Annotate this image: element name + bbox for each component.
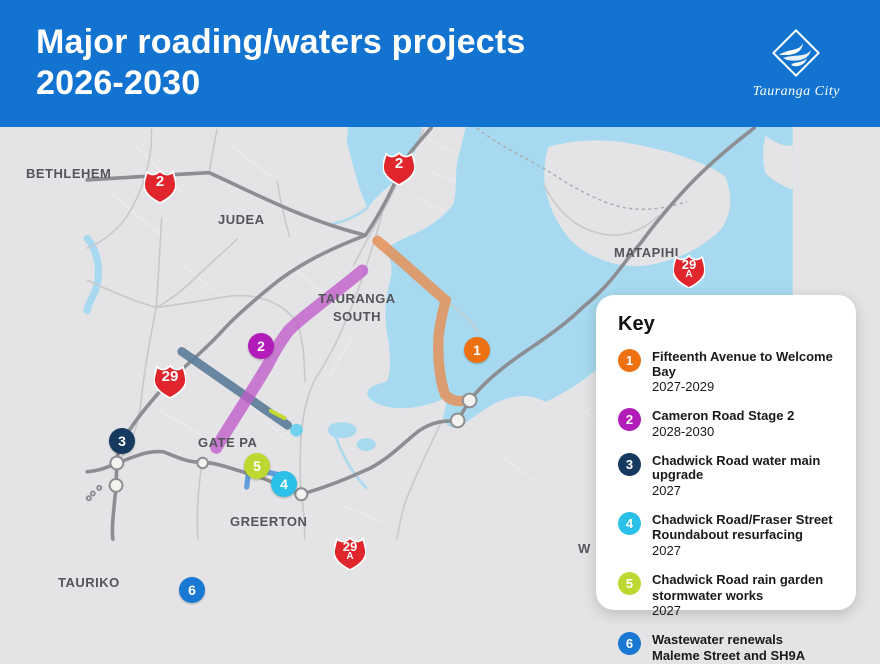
shield-icon [154,364,186,398]
shield-sh2-west: 2 [144,169,176,203]
key-dates: 2027 [652,603,681,619]
shield-sh29: 29 [154,364,186,398]
key-item-6: 6 Wastewater renewals Maleme Street and … [618,631,840,664]
key-title: Wastewater renewals [652,632,784,648]
label-greerton: GREERTON [230,514,308,529]
route-fifteenth-avenue[interactable] [372,235,471,407]
key-dot-1: 1 [618,349,641,372]
right-edge-land [763,135,793,190]
key-dates: 2028-2030 [652,423,715,439]
key-title: Cameron Road Stage 2 [652,408,795,424]
key-item-1: 1 Fifteenth Avenue to Welcome Bay 2027-2… [618,348,840,394]
key-title-2: stormwater works [652,587,764,603]
page-title-line2: 2026-2030 [36,64,201,103]
key-dot-4: 4 [618,511,641,535]
header-banner: Major roading/waters projects 2026-2030 … [0,0,880,127]
pond-2 [356,438,376,451]
key-item-4: 4 Chadwick Road/Fraser Street Roundabout… [618,511,840,558]
key-title-2: Roundabout resurfacing [652,527,803,543]
shield-number: 29 [681,257,697,272]
logo-diamond-icon [772,28,821,78]
key-item-5: 5 Chadwick Road rain garden stormwater w… [618,571,840,618]
shield-icon [383,151,415,185]
key-title-2: Maleme Street and SH9A [652,647,806,663]
tauranga-city-logo: Tauranga City [753,26,840,100]
key-title: Fifteenth Avenue to Welcome Bay [652,349,833,379]
key-dates: 2027-2029 [652,379,715,395]
key-heading: Key [618,313,655,335]
label-tauriko: TAURIKO [58,575,120,590]
shield-number: 29 [161,368,179,385]
route-roundabout-resurfacing[interactable] [290,423,303,437]
page-title: Major roading/waters projects 2026-2030 [36,22,525,105]
shield-suffix: A [346,551,354,562]
shield-sh29a-matapihi: 29 A [673,254,705,288]
key-item-2: 2 Cameron Road Stage 2 2028-2030 [618,407,840,439]
logo-wordmark: Tauranga City [752,84,840,99]
key-title: Chadwick Road water main upgrade [652,452,821,483]
key-dot-5: 5 [618,571,641,595]
label-tauranga-south: TAURANGA SOUTH [318,291,396,324]
marker-project-3[interactable]: 3 [109,428,135,454]
route-rain-garden[interactable] [268,408,287,421]
key-dot-3: 3 [618,452,641,476]
marker-project-6[interactable]: 6 [179,577,205,603]
shield-number: 29 [342,539,358,554]
route-cameron-road-stage2[interactable] [210,264,369,454]
key-title: Chadwick Road/Fraser Street [652,511,833,527]
label-partial-w: W [578,541,591,556]
pond-1 [327,422,357,439]
shield-number: 2 [394,155,404,172]
land-overlays [544,135,793,267]
marker-project-1[interactable]: 1 [464,337,490,363]
key-dot-2: 2 [618,408,641,432]
shield-sh29a-greerton: 29 A [334,536,366,570]
label-matapihi: MATAPIHI [614,245,679,260]
marker-project-5[interactable]: 5 [244,453,270,479]
shield-suffix: A [685,269,693,280]
page-title-line1: Major roading/waters projects [36,23,526,61]
marker-project-4[interactable]: 4 [271,471,297,497]
roundabouts [85,392,478,502]
matapihi-peninsula [544,140,731,267]
label-judea: JUDEA [218,212,265,227]
marker-project-2[interactable]: 2 [248,333,274,359]
shield-number: 2 [155,173,165,190]
shield-icon [144,169,176,203]
key-item-3: 3 Chadwick Road water main upgrade 2027 [618,452,840,498]
railway-line [476,127,688,210]
key-dot-6: 6 [618,632,641,656]
river-wairoa [83,234,103,315]
route-chadwick-water-main[interactable] [177,347,293,430]
shield-icon [334,536,366,570]
label-bethlehem: BETHLEHEM [26,166,112,181]
label-gate-pa: GATE PA [198,435,258,450]
map-key-panel: Key 1 Fifteenth Avenue to Welcome Bay 20… [596,295,856,662]
shield-icon [673,254,705,288]
shield-sh2-city: 2 [383,151,415,185]
key-dates: 2027 [652,482,681,498]
key-title: Chadwick Road rain garden [652,571,824,587]
key-dates: 2027 [652,542,681,558]
